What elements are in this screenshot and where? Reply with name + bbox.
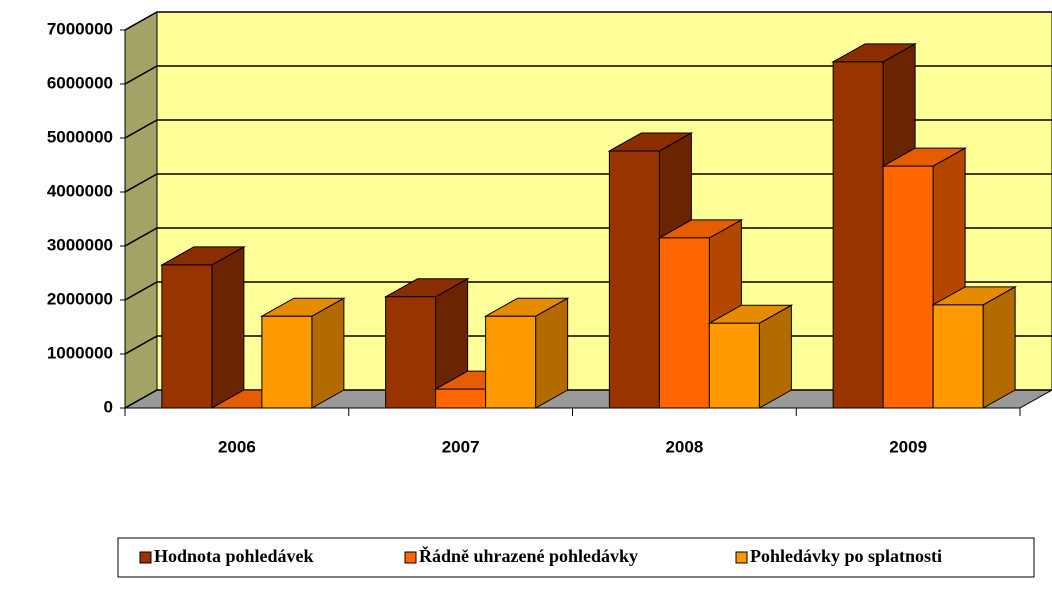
bar-front <box>435 388 487 409</box>
bar-side <box>982 286 1016 409</box>
legend-swatch <box>139 551 152 564</box>
legend-swatch <box>404 551 417 564</box>
y-tick-label: 3000000 <box>47 235 113 254</box>
y-tick-label: 4000000 <box>47 181 113 200</box>
bar <box>707 304 794 409</box>
side-wall <box>124 11 158 409</box>
grid-line <box>124 227 1052 247</box>
legend-box <box>117 537 1035 578</box>
legend-swatch <box>735 551 748 564</box>
x-tick-label: 2006 <box>218 437 256 456</box>
grid-line <box>124 119 1052 139</box>
bar <box>931 286 1018 409</box>
legend-label: Řádně uhrazené pohledávky <box>419 545 638 566</box>
bar <box>259 297 346 409</box>
x-tick-label: 2008 <box>665 437 703 456</box>
y-tick-label: 2000000 <box>47 289 113 308</box>
bar-front <box>932 304 984 409</box>
y-tick-label: 6000000 <box>47 73 113 92</box>
bar-side <box>535 297 569 409</box>
bar-front <box>658 237 710 409</box>
grid-line <box>124 173 1052 193</box>
bar-front <box>832 61 884 409</box>
y-tick-label: 0 <box>104 397 113 416</box>
bar-side <box>211 246 245 409</box>
bar <box>483 297 570 409</box>
grid-line <box>124 65 1052 85</box>
legend-label: Pohledávky po splatnosti <box>750 546 942 566</box>
x-tick-label: 2007 <box>442 437 480 456</box>
y-tick-label: 7000000 <box>47 19 113 38</box>
bar <box>159 246 246 409</box>
bar-front <box>261 315 313 409</box>
bar-front <box>161 264 213 409</box>
grid-line <box>124 11 1052 31</box>
x-tick-label: 2009 <box>889 437 927 456</box>
bar-front <box>708 322 760 409</box>
y-tick-label: 1000000 <box>47 343 113 362</box>
legend-label: Hodnota pohledávek <box>154 546 314 566</box>
bar-front <box>485 315 537 409</box>
bar-front <box>882 165 934 409</box>
grid-line <box>124 281 1052 301</box>
bar-front <box>385 296 437 409</box>
bar-front <box>608 150 660 409</box>
y-tick-label: 5000000 <box>47 127 113 146</box>
bar-side <box>311 297 345 409</box>
